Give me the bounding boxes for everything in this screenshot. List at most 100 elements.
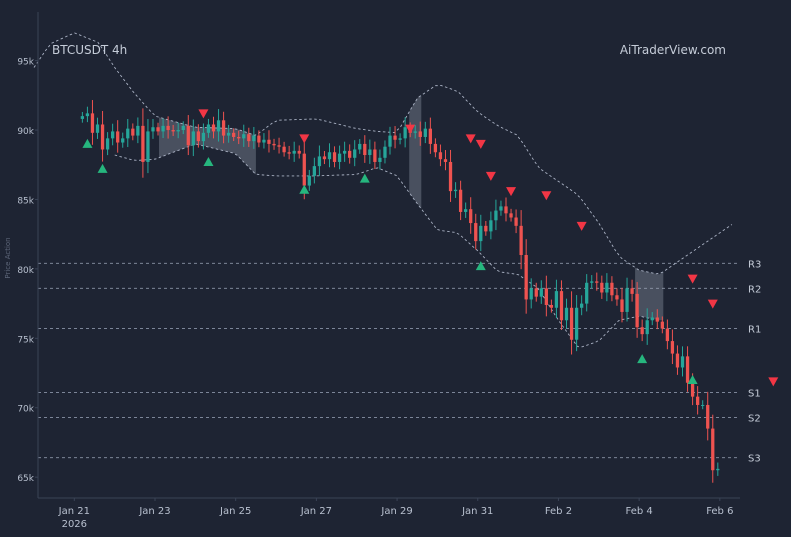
candle-body (353, 149, 357, 158)
candle-body (711, 428, 715, 471)
shaded-zone (635, 267, 664, 321)
candle-body (559, 291, 564, 321)
candle-body (504, 206, 508, 214)
level-label-r1: R1 (748, 325, 761, 336)
sell-signal (768, 377, 779, 387)
candle-body (337, 153, 342, 162)
buy-signal (687, 374, 698, 384)
candle-body (645, 320, 649, 335)
candle-body (383, 146, 387, 158)
candle-body (600, 282, 604, 293)
candle-body (428, 128, 432, 144)
sell-signal (299, 134, 310, 144)
candle-body (514, 217, 518, 226)
candle-body (206, 124, 211, 133)
candle-body (554, 291, 559, 308)
buy-signal (82, 138, 93, 148)
sell-signal (405, 124, 416, 134)
candle-body (595, 281, 599, 283)
candle-body (443, 159, 448, 162)
candle-body (317, 156, 322, 167)
y-tick-label: 95k (17, 58, 34, 68)
candle-body (393, 135, 397, 140)
level-label-s3: S3 (748, 454, 761, 465)
candle-body (105, 138, 110, 150)
candle-body (695, 396, 700, 405)
candle-body (640, 327, 644, 335)
buy-signal (475, 261, 486, 271)
candles (80, 100, 720, 483)
candle-body (363, 143, 367, 156)
candle-body (141, 125, 145, 162)
candle-body (453, 189, 458, 192)
level-label-s1: S1 (748, 388, 761, 399)
candle-body (232, 132, 236, 137)
candle-body (494, 210, 498, 221)
candle-body (348, 150, 352, 158)
candle-body (267, 139, 271, 144)
candle-body (539, 288, 543, 297)
candle-body (433, 143, 438, 153)
candle-body (509, 213, 513, 218)
candle-body (605, 282, 609, 293)
candle-body (635, 293, 639, 328)
y-tick-label: 70k (17, 405, 34, 415)
candle-body (630, 288, 634, 294)
candle-body (146, 131, 150, 162)
candle-body (685, 356, 690, 383)
candle-body (458, 189, 463, 212)
candle-body (85, 113, 90, 117)
x-tick-sublabel: 2026 (62, 519, 87, 530)
candle-body (272, 143, 276, 146)
candle-body (191, 131, 195, 146)
x-tick-label: Feb 4 (626, 506, 653, 517)
sell-signal (485, 171, 496, 181)
candle-body (161, 125, 165, 132)
candle-body (201, 132, 206, 142)
candle-body (519, 225, 523, 255)
candle-body (302, 153, 306, 186)
y-tick-label: 80k (17, 266, 34, 276)
candle-body (665, 328, 670, 342)
candle-body (529, 288, 533, 300)
candle-body (358, 143, 362, 150)
candle-body (257, 135, 261, 143)
candle-body (418, 131, 422, 137)
candle-body (287, 152, 291, 154)
candle-body (625, 288, 629, 312)
level-lines: R3 R2 R1 S1 S2 S3 (38, 259, 761, 465)
candle-body (701, 404, 705, 406)
candle-body (650, 317, 654, 321)
candle-body (297, 150, 301, 154)
shaded-zone (409, 95, 422, 209)
candle-body (534, 288, 538, 297)
candle-body (95, 124, 100, 133)
candle-body (544, 288, 548, 305)
candle-body (706, 404, 710, 429)
candle-body (569, 307, 574, 340)
sell-signal (465, 134, 476, 144)
candle-body (322, 156, 327, 160)
candle-body (670, 341, 675, 354)
candle-body (398, 138, 402, 140)
candle-body (680, 356, 685, 368)
band-upper (33, 32, 733, 275)
candle-body (242, 134, 246, 139)
candle-body (660, 321, 664, 329)
candle-body (176, 130, 180, 132)
candle-body (262, 139, 266, 143)
chart-title: BTCUSDT 4h (52, 43, 127, 57)
candle-body (252, 135, 256, 142)
sell-signal (198, 109, 209, 119)
candle-body (585, 282, 589, 304)
candle-body (403, 127, 407, 139)
candle-body (156, 127, 160, 132)
candle-body (247, 134, 251, 142)
candle-body (474, 223, 478, 242)
buy-signal (637, 354, 648, 364)
candle-body (368, 149, 372, 156)
y-tick-label: 90k (17, 127, 34, 137)
candle-body (378, 157, 382, 162)
level-label-r3: R3 (748, 259, 761, 270)
